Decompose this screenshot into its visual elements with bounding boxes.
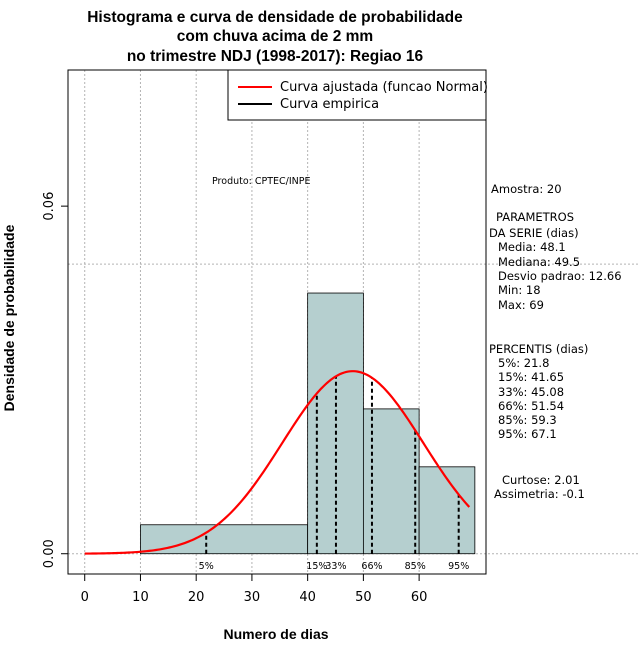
histogram-bar — [307, 292, 364, 555]
stat-assimetria: Assimetria: -0.1 — [494, 487, 585, 501]
x-tick-label: 10 — [132, 590, 149, 605]
stat-amostra: Amostra: 20 — [491, 182, 562, 196]
stat-curtose: Curtose: 2.01 — [502, 473, 580, 487]
y-axis-title: Densidade de probabilidade — [1, 224, 17, 411]
param-media: Media: 48.1 — [498, 240, 566, 254]
percentile-label: 95% — [448, 561, 469, 572]
chart-title-line-1: Histograma e curva de densidade de proba… — [87, 9, 463, 26]
percentile-labels: 5% 15%33% 66% 85% 95% — [199, 561, 470, 572]
params-title-2: DA SERIE (dias) — [489, 226, 579, 240]
param-desvio: Desvio padrao: 12.66 — [498, 269, 622, 283]
legend-label-empirical: Curva empirica — [280, 97, 379, 112]
percentile-label: 33% — [325, 561, 346, 572]
x-axis-title: Numero de dias — [223, 626, 328, 642]
percentil-15: 15%: 41.65 — [498, 370, 564, 384]
percentile-label: 15% — [306, 561, 327, 572]
percentile-label: 66% — [361, 561, 382, 572]
y-tick-label: 0.06 — [42, 192, 57, 221]
percentile-label: 85% — [405, 561, 426, 572]
legend-box — [227, 69, 487, 121]
percentil-33: 33%: 45.08 — [498, 385, 564, 399]
percentil-85: 85%: 59.3 — [498, 413, 557, 427]
param-max: Max: 69 — [498, 298, 544, 312]
empirical-percentile-lines — [205, 376, 460, 554]
param-mediana: Mediana: 49.5 — [498, 255, 580, 269]
legend-label-normal: Curva ajustada (funcao Normal) — [280, 80, 488, 95]
histogram-bar — [140, 524, 309, 555]
x-tick-label: 20 — [188, 590, 205, 605]
histogram-bar — [418, 466, 476, 555]
percentil-95: 95%: 67.1 — [498, 427, 557, 441]
normal-curve — [84, 370, 471, 555]
product-annotation: Produto: CPTEC/INPE — [212, 176, 311, 187]
percentil-5: 5%: 21.8 — [498, 356, 549, 370]
histogram-bars — [140, 292, 476, 555]
x-tick-label: 50 — [355, 590, 372, 605]
params-title-1: PARAMETROS — [496, 210, 574, 224]
percentile-label: 5% — [199, 561, 214, 572]
chart-title-line-3: no trimestre NDJ (1998-2017): Regiao 16 — [127, 48, 424, 65]
param-min: Min: 18 — [498, 283, 541, 297]
normal-curve-layer — [84, 370, 471, 555]
stats-panel: Amostra: 20 PARAMETROS DA SERIE (dias) M… — [489, 182, 622, 501]
y-tick-label: 0.00 — [42, 539, 57, 568]
percentis-title: PERCENTIS (dias) — [489, 342, 588, 356]
x-tick-label: 40 — [299, 590, 316, 605]
percentil-66: 66%: 51.54 — [498, 399, 564, 413]
x-tick-label: 0 — [81, 590, 89, 605]
chart-title-line-2: com chuva acima de 2 mm — [177, 28, 373, 45]
legend: Curva ajustada (funcao Normal) Curva emp… — [227, 69, 488, 121]
x-tick-label: 60 — [411, 590, 428, 605]
x-tick-label: 30 — [244, 590, 261, 605]
